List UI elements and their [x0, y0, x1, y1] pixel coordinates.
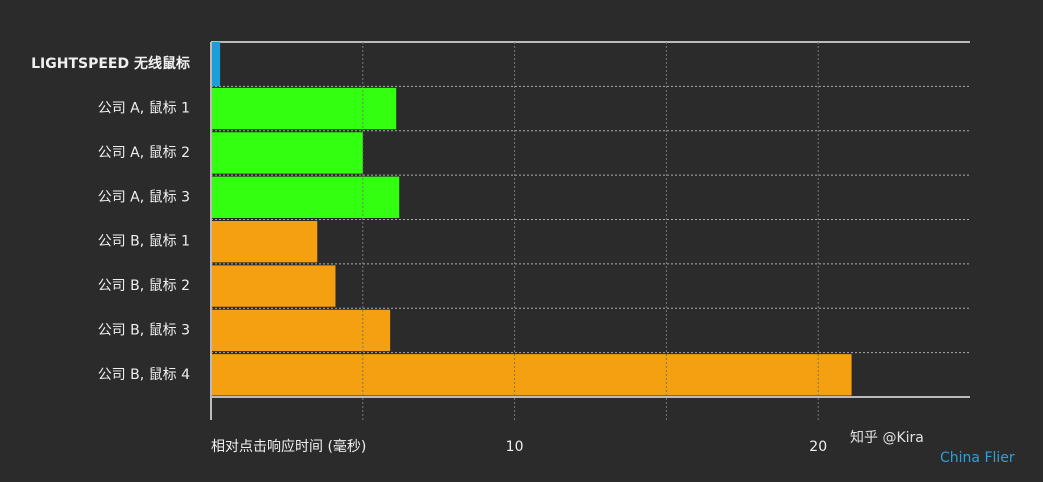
bar [212, 176, 400, 218]
y-tick-label: LIGHTSPEED 无线鼠标 [31, 55, 190, 72]
y-tick-label: 公司 A, 鼠标 3 [98, 189, 190, 205]
bar [212, 42, 221, 87]
watermark: 知乎 @Kira [850, 429, 924, 446]
bar [212, 265, 336, 307]
y-tick-label: 公司 A, 鼠标 1 [98, 101, 190, 117]
bar [212, 132, 363, 174]
x-axis-title: 相对点击响应时间 (毫秒) [211, 438, 366, 455]
y-tick-label: 公司 B, 鼠标 3 [98, 322, 190, 338]
x-tick-label: 10 [506, 439, 524, 455]
y-tick-label: 公司 B, 鼠标 2 [98, 278, 190, 294]
watermark: China Flier [940, 450, 1015, 466]
bar [212, 87, 397, 130]
y-tick-label: 公司 B, 鼠标 1 [98, 234, 190, 250]
bar [212, 309, 391, 352]
y-tick-label: 公司 A, 鼠标 2 [98, 145, 190, 161]
y-tick-label: 公司 B, 鼠标 4 [98, 367, 190, 383]
x-tick-label: 20 [809, 439, 827, 455]
bar [212, 221, 318, 263]
bar [212, 354, 852, 396]
